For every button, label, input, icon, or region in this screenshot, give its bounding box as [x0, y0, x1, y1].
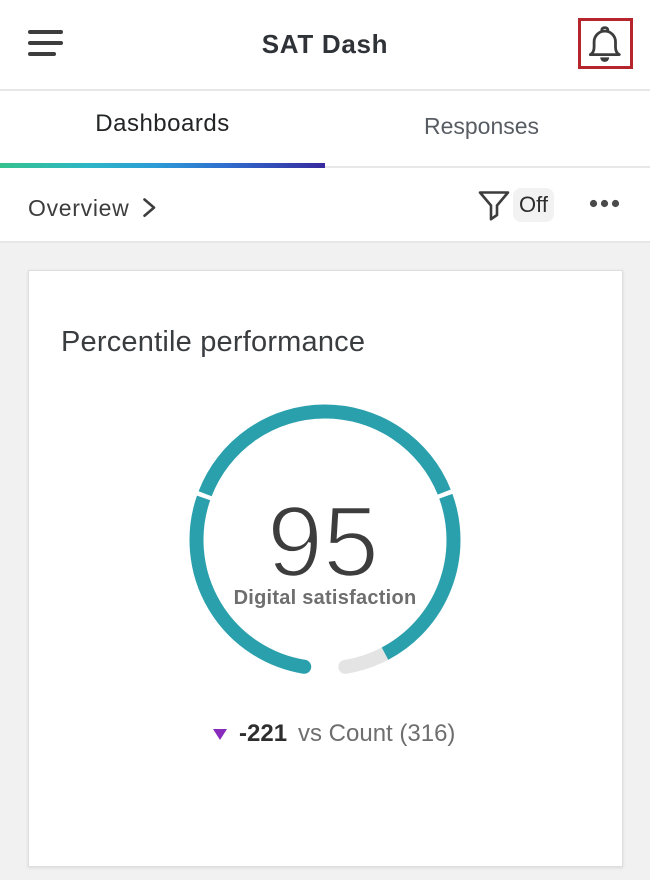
- svg-text:Digital satisfaction: Digital satisfaction: [234, 587, 417, 609]
- svg-text:95: 95: [267, 486, 379, 598]
